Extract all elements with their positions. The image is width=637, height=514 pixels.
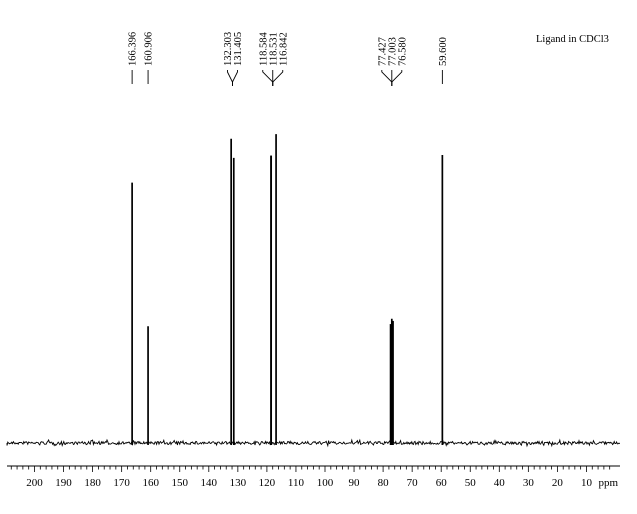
peak-labels-group: 166.396 160.906 132.303 131.405 118.584 118.5…	[128, 32, 449, 86]
peak-label-connector	[272, 70, 284, 86]
x-tick-label: 170	[113, 477, 130, 489]
x-tick-label: 140	[201, 477, 218, 489]
x-axis: 200 190 180 170 160 150 140 130 120 110 100 90 80 70 6…	[7, 465, 620, 489]
peak-label: 77.427	[377, 37, 388, 66]
peak-label: 77.003	[387, 37, 398, 66]
x-tick-label: 160	[142, 477, 159, 489]
peak-label-connector	[381, 70, 393, 86]
peak-label: 132.303	[223, 32, 234, 66]
peak-label-connector	[232, 70, 238, 86]
x-tick-label: 50	[465, 477, 477, 489]
peak-label: 118.584	[258, 32, 269, 66]
x-tick-label: 30	[523, 477, 535, 489]
x-tick-label: 200	[26, 477, 43, 489]
peak-label: 59.600	[438, 37, 449, 66]
peak-label: 160.906	[144, 32, 155, 66]
x-tick-label: 60	[436, 477, 448, 489]
peak-label-connector	[262, 70, 274, 86]
chart-title: Ligand in CDCl3	[536, 34, 609, 45]
peak-label: 118.531	[268, 32, 279, 66]
x-tick-label: 100	[317, 477, 334, 489]
peak-label: 116.842	[278, 32, 289, 66]
x-tick-label: 190	[55, 477, 72, 489]
x-tick-label: 90	[349, 477, 361, 489]
peak-label-connector	[227, 70, 233, 86]
x-tick-label: 180	[84, 477, 101, 489]
x-tick-label: 10	[581, 477, 593, 489]
x-tick-label: 110	[288, 477, 305, 489]
x-tick-label: 40	[494, 477, 506, 489]
peak-label-connector	[391, 70, 403, 86]
x-tick-label: 120	[259, 477, 276, 489]
baseline-noise	[6, 438, 621, 448]
x-tick-label: 130	[230, 477, 247, 489]
peak-label: 131.405	[233, 32, 244, 66]
x-tick-label: 80	[378, 477, 390, 489]
x-tick-label: 20	[552, 477, 564, 489]
x-axis-unit-label: ppm	[598, 477, 618, 489]
peak-label: 166.396	[128, 32, 139, 66]
x-tick-label: 70	[407, 477, 419, 489]
peaks-group	[131, 134, 444, 445]
x-tick-label: 150	[172, 477, 189, 489]
peak-label: 76.580	[397, 37, 408, 66]
